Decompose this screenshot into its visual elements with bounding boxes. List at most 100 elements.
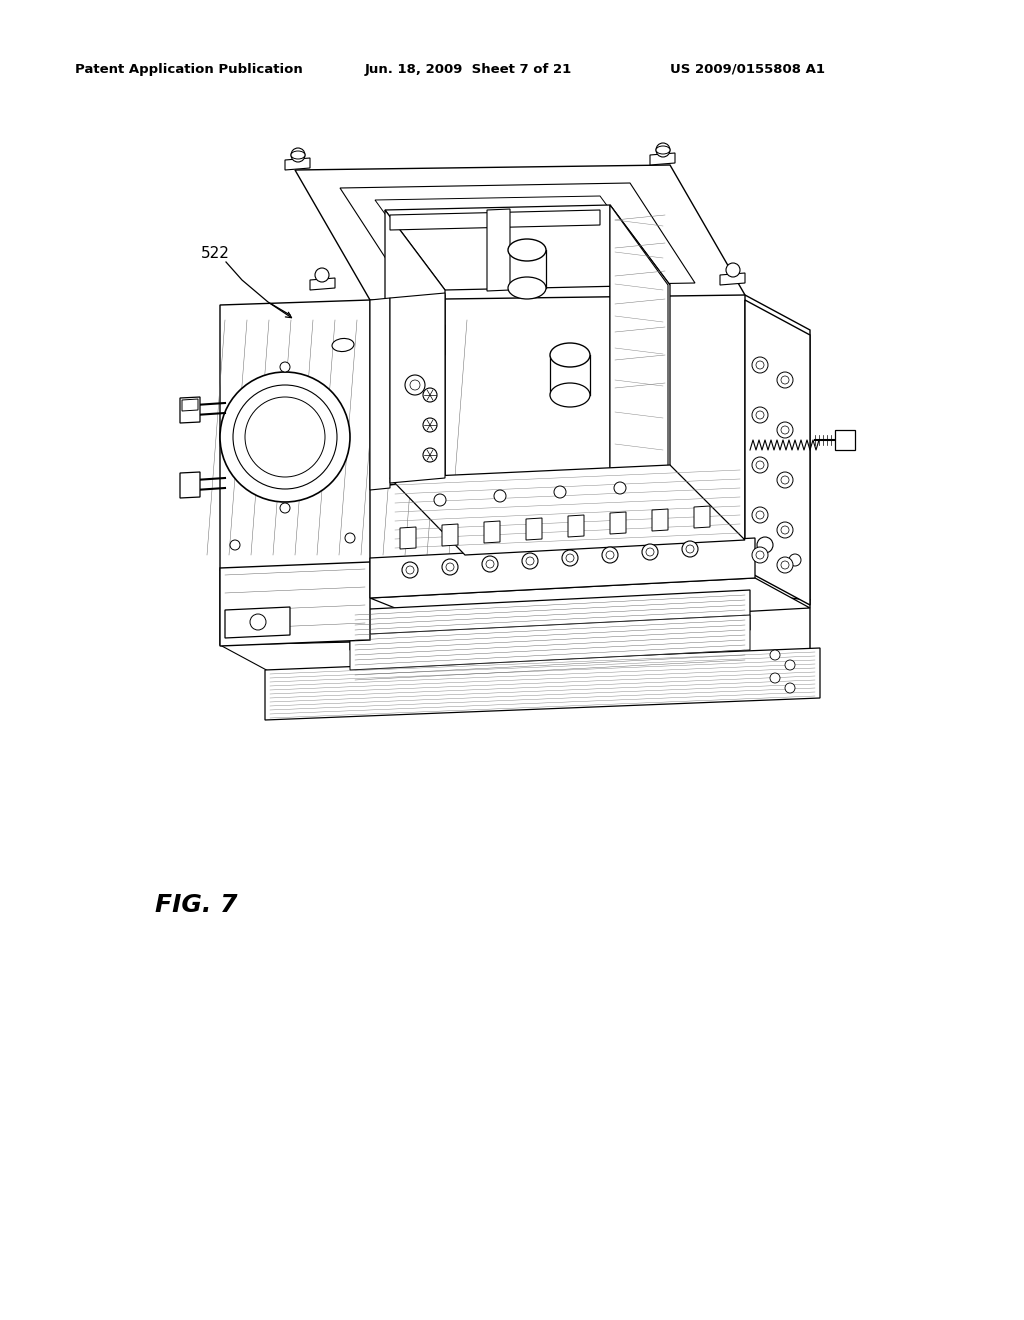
Circle shape <box>233 385 337 488</box>
Circle shape <box>402 562 418 578</box>
Circle shape <box>291 148 305 162</box>
Circle shape <box>526 557 534 565</box>
Circle shape <box>777 422 793 438</box>
Polygon shape <box>400 527 416 549</box>
Circle shape <box>777 521 793 539</box>
Circle shape <box>656 143 670 157</box>
Text: FIG. 7: FIG. 7 <box>155 894 238 917</box>
Circle shape <box>752 457 768 473</box>
Circle shape <box>781 525 790 535</box>
Polygon shape <box>182 399 198 411</box>
Polygon shape <box>265 648 820 719</box>
Ellipse shape <box>656 147 670 154</box>
Circle shape <box>756 550 764 558</box>
Polygon shape <box>568 515 584 537</box>
Circle shape <box>781 561 790 569</box>
Circle shape <box>554 486 566 498</box>
Polygon shape <box>220 565 445 645</box>
Circle shape <box>777 372 793 388</box>
Circle shape <box>486 560 494 568</box>
Polygon shape <box>180 473 200 498</box>
Circle shape <box>770 649 780 660</box>
Circle shape <box>602 546 618 564</box>
Circle shape <box>250 614 266 630</box>
Polygon shape <box>350 615 750 671</box>
Circle shape <box>752 407 768 422</box>
Circle shape <box>777 557 793 573</box>
Circle shape <box>423 447 437 462</box>
Circle shape <box>406 566 414 574</box>
Polygon shape <box>370 565 810 605</box>
Ellipse shape <box>332 338 354 351</box>
Circle shape <box>606 550 614 558</box>
Polygon shape <box>220 640 510 680</box>
Circle shape <box>423 388 437 403</box>
Circle shape <box>770 673 780 682</box>
Circle shape <box>566 554 574 562</box>
Circle shape <box>726 263 740 277</box>
Polygon shape <box>835 430 855 450</box>
Polygon shape <box>390 325 445 360</box>
Text: Jun. 18, 2009  Sheet 7 of 21: Jun. 18, 2009 Sheet 7 of 21 <box>365 63 572 77</box>
Polygon shape <box>180 397 200 422</box>
Polygon shape <box>350 590 750 649</box>
Polygon shape <box>220 562 370 645</box>
Circle shape <box>781 426 790 434</box>
Circle shape <box>781 477 790 484</box>
Polygon shape <box>340 183 695 288</box>
Circle shape <box>756 461 764 469</box>
Text: US 2009/0155808 A1: US 2009/0155808 A1 <box>670 63 825 77</box>
Circle shape <box>790 554 801 566</box>
Polygon shape <box>390 465 745 554</box>
Circle shape <box>315 268 329 282</box>
Text: 522: 522 <box>201 246 229 260</box>
Ellipse shape <box>508 277 546 300</box>
Ellipse shape <box>291 150 305 158</box>
Circle shape <box>220 372 350 502</box>
Circle shape <box>345 533 355 543</box>
Polygon shape <box>484 521 500 543</box>
Polygon shape <box>375 195 660 282</box>
Polygon shape <box>370 539 755 598</box>
Circle shape <box>442 558 458 576</box>
Polygon shape <box>745 294 810 601</box>
Circle shape <box>785 682 795 693</box>
Polygon shape <box>295 165 745 300</box>
Polygon shape <box>487 209 510 290</box>
Polygon shape <box>745 300 810 605</box>
Circle shape <box>410 380 420 389</box>
Circle shape <box>752 356 768 374</box>
Circle shape <box>642 544 658 560</box>
Circle shape <box>562 550 578 566</box>
Polygon shape <box>526 517 542 540</box>
Circle shape <box>756 411 764 418</box>
Polygon shape <box>225 607 290 638</box>
Polygon shape <box>652 510 668 531</box>
Polygon shape <box>385 205 670 290</box>
Circle shape <box>494 490 506 502</box>
Circle shape <box>756 360 764 370</box>
Circle shape <box>682 541 698 557</box>
Polygon shape <box>650 153 675 165</box>
Polygon shape <box>694 506 710 528</box>
Text: Patent Application Publication: Patent Application Publication <box>75 63 303 77</box>
Polygon shape <box>285 158 310 170</box>
Circle shape <box>646 548 654 556</box>
Circle shape <box>230 540 240 550</box>
Circle shape <box>614 482 626 494</box>
Polygon shape <box>610 205 668 475</box>
Polygon shape <box>390 294 445 484</box>
Ellipse shape <box>508 239 546 261</box>
Polygon shape <box>310 279 335 290</box>
Circle shape <box>781 376 790 384</box>
Circle shape <box>785 660 795 671</box>
Polygon shape <box>610 205 670 480</box>
Polygon shape <box>390 210 600 230</box>
Ellipse shape <box>550 383 590 407</box>
Circle shape <box>280 362 290 372</box>
Polygon shape <box>390 293 445 483</box>
Circle shape <box>756 511 764 519</box>
Polygon shape <box>442 524 458 546</box>
Polygon shape <box>220 300 370 570</box>
Circle shape <box>434 494 446 506</box>
